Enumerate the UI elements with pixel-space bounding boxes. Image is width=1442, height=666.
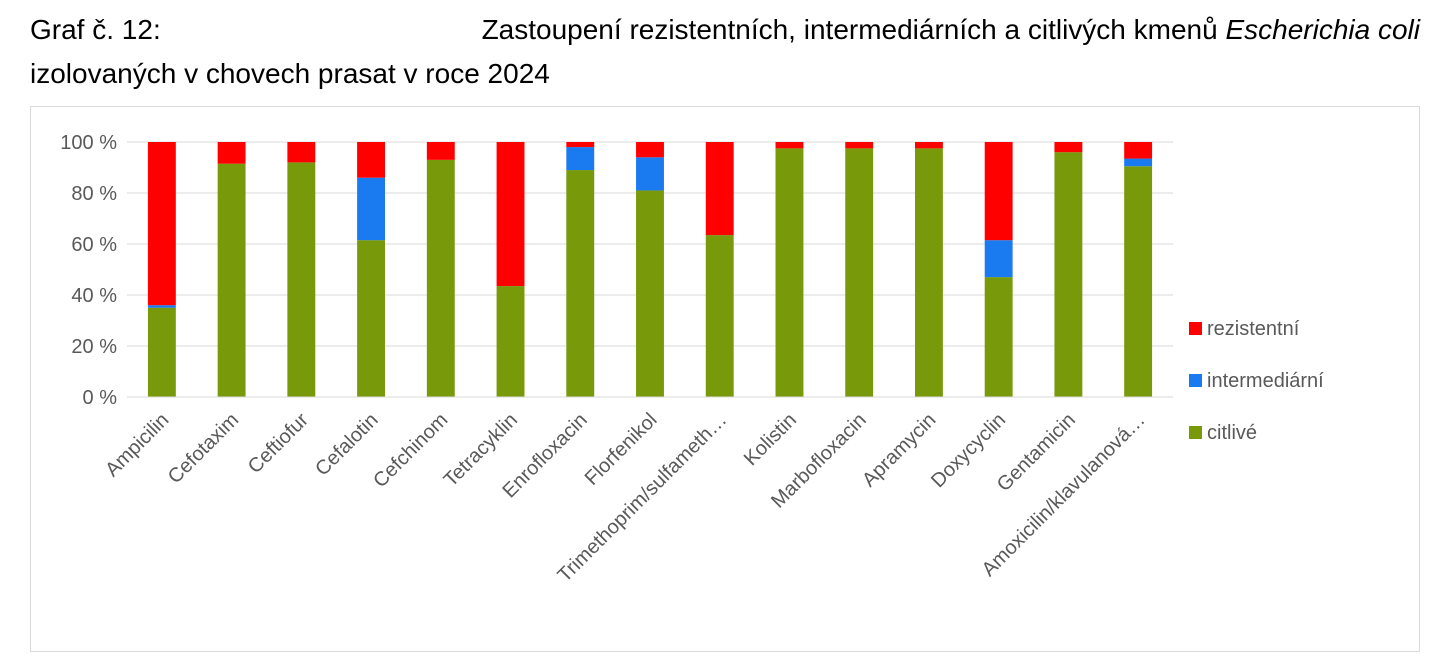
bar-segment	[217, 163, 246, 397]
bar-segment	[1054, 152, 1083, 397]
bar-segment	[287, 142, 316, 163]
x-tick-label: Ceftiofur	[244, 409, 313, 478]
bar-segment	[1124, 142, 1153, 159]
y-tick-label: 0 %	[83, 387, 118, 409]
bar-segment	[147, 305, 176, 308]
bar-segment	[357, 142, 386, 178]
legend-swatch	[1189, 426, 1202, 439]
y-tick-label: 20 %	[71, 336, 117, 358]
chart-title-prefix: Graf č. 12:	[30, 14, 161, 45]
bar-segment	[357, 177, 386, 241]
bar-segment	[914, 148, 943, 397]
bar-segment	[984, 240, 1013, 278]
bar-segment	[636, 157, 664, 191]
y-tick-label: 100 %	[60, 132, 117, 154]
chart-area: 0 % 20 % 40 % 60 % 80 % 100 % Ampicilin Cefotax…	[30, 106, 1420, 652]
bar-segment	[914, 142, 943, 149]
bar-segment	[984, 277, 1013, 397]
bar-segment	[287, 162, 316, 397]
bar-segment	[775, 142, 804, 149]
legend-label: citlivé	[1207, 422, 1257, 444]
stacked-bar-chart: 0 % 20 % 40 % 60 % 80 % 100 % AmpicilinCefotax…	[60, 132, 1324, 587]
x-tick-label: Cefalotin	[311, 409, 382, 480]
x-tick-label: Cefotaxim	[164, 409, 243, 488]
bar-segment	[566, 142, 595, 148]
y-tick-label: 80 %	[71, 183, 117, 205]
bar-segment	[147, 307, 176, 397]
bar-segment	[496, 286, 525, 397]
bar-segment	[1124, 158, 1153, 167]
y-tick-label: 40 %	[71, 285, 117, 307]
bar-segment	[426, 159, 455, 397]
legend-swatch	[1189, 322, 1202, 335]
chart-title-main: Zastoupení rezistentních, intermediárníc…	[481, 14, 1420, 45]
bar-segment	[1124, 166, 1153, 397]
x-tick-label: Ampicilin	[101, 409, 173, 481]
bar-segment	[147, 142, 176, 306]
bar-segment	[217, 142, 246, 164]
bar-segment	[705, 142, 734, 236]
bar-segment	[1054, 142, 1083, 153]
bar-segment	[566, 170, 595, 397]
bar-segment	[984, 142, 1013, 241]
bar-segment	[357, 240, 386, 397]
x-tick-label: Kolistin	[740, 409, 801, 470]
chart-title-italic: Escherichia coli	[1225, 14, 1420, 45]
bar-segment	[566, 147, 595, 171]
chart-title-line1: Graf č. 12: Zastoupení rezistentních, in…	[30, 8, 1420, 52]
bar-segment	[636, 142, 664, 158]
bar-segment	[705, 235, 734, 397]
bar-segment	[775, 148, 804, 397]
bar-segment	[496, 142, 525, 287]
legend-label: rezistentní	[1207, 318, 1300, 340]
x-tick-label: Cefchinom	[369, 409, 452, 492]
y-tick-label: 60 %	[71, 234, 117, 256]
chart-title-line2: izolovaných v chovech prasat v roce 2024	[30, 58, 550, 89]
bar-segment	[845, 148, 874, 397]
bar-segment	[845, 142, 874, 149]
bar-segment	[426, 142, 455, 160]
bar-segment	[636, 190, 664, 397]
legend-swatch	[1189, 374, 1202, 387]
legend-label: intermediární	[1207, 370, 1324, 392]
chart-title: Graf č. 12: Zastoupení rezistentních, in…	[30, 8, 1420, 96]
